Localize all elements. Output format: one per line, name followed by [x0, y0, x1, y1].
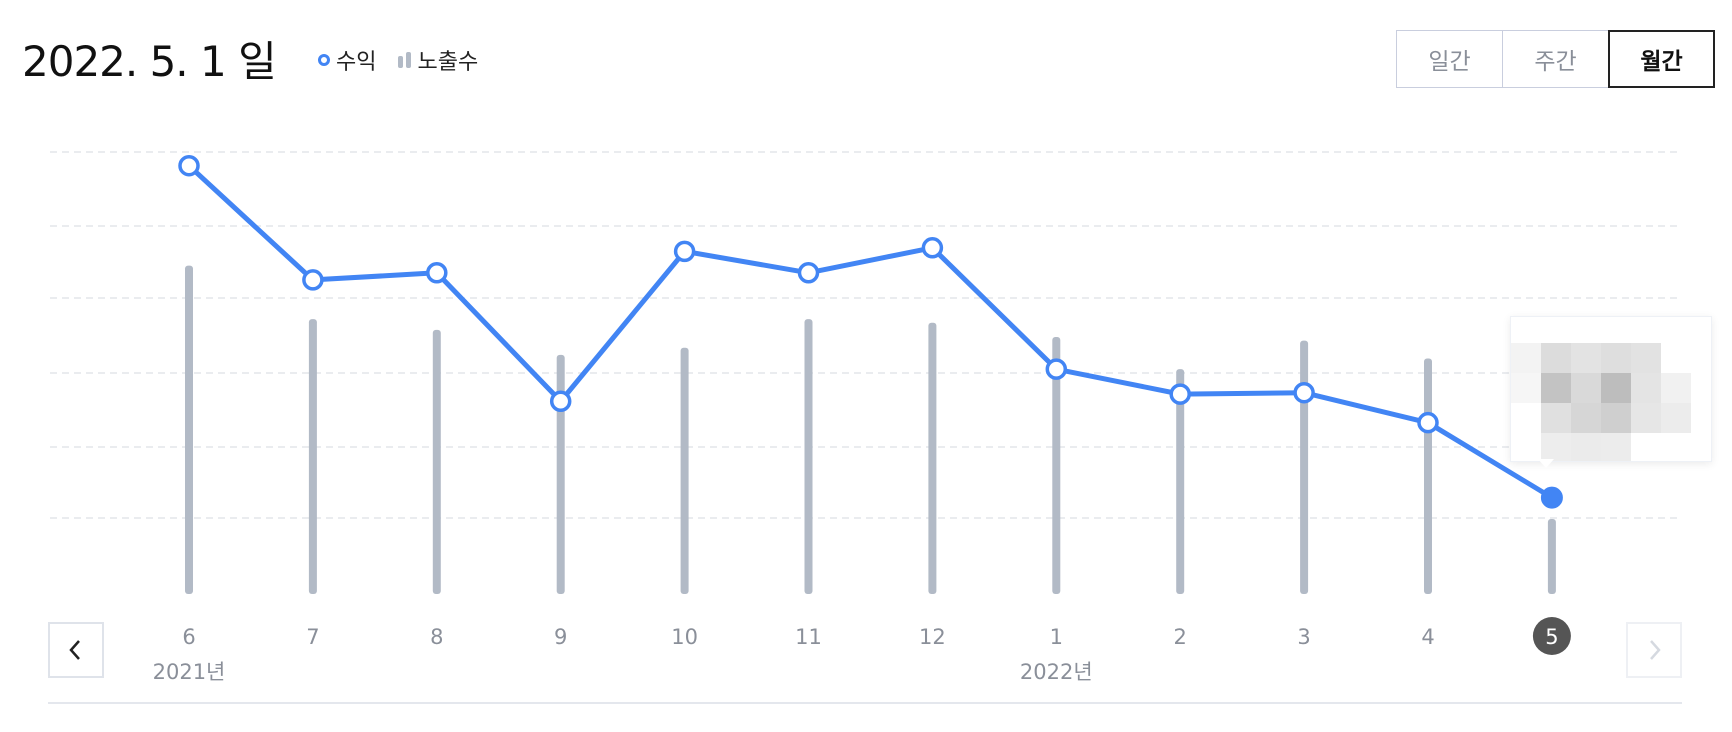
legend-revenue: 수익 — [318, 44, 376, 76]
tab-monthly[interactable]: 월간 — [1608, 30, 1715, 88]
revenue-point-12 — [921, 237, 944, 259]
impressions-bar-6 — [185, 265, 193, 594]
x-tick-label-4: 4 — [1421, 625, 1434, 649]
revenue-point-6 — [178, 154, 200, 177]
x-tick-label-9: 9 — [554, 625, 567, 649]
x-tick-label-7: 7 — [306, 625, 319, 649]
x-tick-label-2: 2 — [1174, 625, 1187, 649]
impressions-bar-4 — [1424, 358, 1432, 594]
x-tick-label-6: 6 — [182, 625, 195, 649]
impressions-bar-1 — [1052, 337, 1061, 594]
revenue-point-2 — [1169, 383, 1191, 405]
chevron-left-icon — [69, 640, 80, 660]
period-selector: 일간 주간 월간 — [1396, 30, 1715, 88]
x-tick-label-8: 8 — [430, 625, 443, 649]
revenue-point-9 — [549, 390, 572, 413]
x-tick-label-12: 12 — [919, 625, 946, 649]
revenue-point-8 — [426, 262, 448, 284]
prev-button[interactable] — [48, 622, 104, 678]
tooltip-arrow — [1538, 459, 1554, 468]
x-tick-label-1: 1 — [1050, 625, 1063, 649]
next-button[interactable] — [1626, 622, 1682, 678]
chart-legend: 수익 노출수 — [318, 44, 478, 76]
legend-impressions: 노출수 — [398, 44, 478, 76]
revenue-point-3 — [1293, 381, 1315, 404]
impressions-bar-11 — [804, 319, 813, 594]
chart-bottom-divider — [48, 702, 1682, 704]
revenue-point-5 — [1540, 486, 1563, 509]
impressions-bar-9 — [556, 354, 565, 594]
impressions-bar-3 — [1300, 340, 1309, 594]
revenue-point-10 — [673, 240, 696, 263]
impressions-bar-5 — [1547, 519, 1556, 594]
x-tick-label-11: 11 — [795, 625, 822, 649]
legend-impressions-label: 노출수 — [417, 50, 479, 75]
chevron-right-icon — [1650, 640, 1661, 660]
line-marker-icon — [318, 54, 330, 66]
selected-month-badge — [1532, 617, 1571, 655]
impressions-bar-12 — [928, 322, 937, 594]
page-title: 2022. 5. 1 일 — [22, 37, 277, 86]
impressions-bar-2 — [1176, 369, 1185, 594]
revenue-line — [187, 163, 1554, 500]
bar-marker-icon — [398, 52, 412, 68]
legend-revenue-label: 수익 — [336, 50, 377, 75]
value-tooltip — [1510, 316, 1712, 462]
revenue-point-1 — [1045, 358, 1068, 380]
impressions-bar-7 — [308, 319, 317, 594]
year-label: 2022년 — [1020, 660, 1093, 684]
year-label: 2021년 — [153, 660, 226, 684]
x-tick-label-5: 5 — [1545, 625, 1558, 649]
impressions-bar-10 — [680, 347, 689, 594]
revenue-point-11 — [797, 262, 820, 284]
revenue-point-7 — [302, 269, 324, 291]
revenue-point-4 — [1417, 411, 1439, 434]
tab-daily[interactable]: 일간 — [1396, 30, 1503, 88]
impressions-bar-8 — [432, 329, 441, 594]
x-tick-label-3: 3 — [1297, 625, 1310, 649]
x-tick-label-10: 10 — [671, 625, 698, 649]
